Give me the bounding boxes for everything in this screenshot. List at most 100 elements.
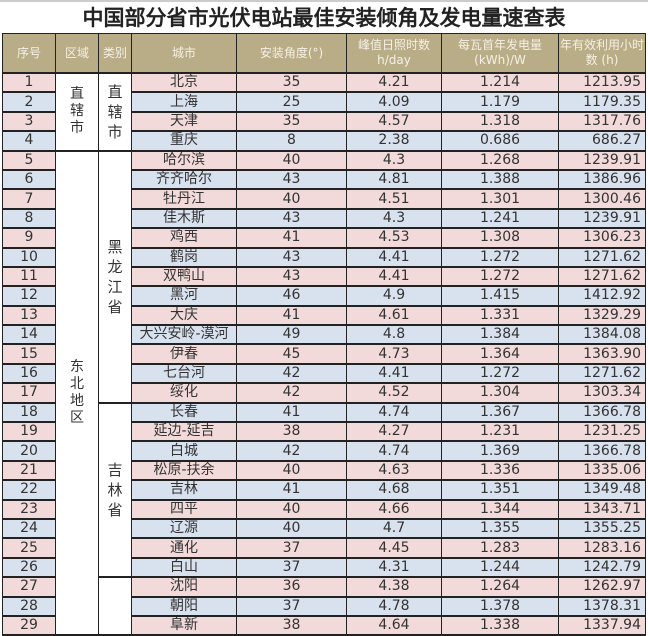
cell-angle: 42 (236, 382, 347, 404)
table-row: 20 白城 42 4.74 1.369 1366.78 (2, 440, 646, 462)
cell-peak-hours: 4.57 (346, 111, 442, 133)
cell-angle: 25 (236, 91, 347, 113)
cell-city: 伊春 (131, 343, 237, 365)
cell-no: 13 (2, 305, 56, 327)
cell-no: 21 (2, 460, 56, 482)
cell-no: 7 (2, 188, 56, 210)
cell-annual-hours: 1262.97 (558, 576, 646, 598)
cell-angle: 38 (236, 615, 347, 636)
table-row: 11 双鸭山 43 4.41 1.272 1271.62 (2, 266, 646, 288)
cell-peak-hours: 4.45 (346, 537, 442, 559)
cell-angle: 40 (236, 188, 347, 210)
cell-peak-hours: 4.3 (346, 150, 442, 171)
cell-kwh-per-watt: 1.231 (441, 421, 559, 443)
cell-annual-hours: 1378.31 (558, 596, 646, 617)
cell-kwh-per-watt: 1.351 (441, 479, 559, 501)
cell-annual-hours: 1384.08 (558, 324, 646, 346)
cell-annual-hours: 1239.91 (558, 150, 646, 171)
cell-city: 延边-延吉 (131, 421, 237, 443)
cell-angle: 46 (236, 285, 347, 307)
cell-angle: 37 (236, 557, 347, 579)
category-cell: 黑龙江省 (98, 150, 132, 404)
cell-peak-hours: 4.51 (346, 188, 442, 210)
cell-annual-hours: 1363.90 (558, 343, 646, 365)
header-category: 类别 (98, 33, 132, 74)
cell-angle: 43 (236, 266, 347, 288)
cell-annual-hours: 1343.71 (558, 499, 646, 521)
cell-annual-hours: 1412.92 (558, 285, 646, 307)
table-row: 19 延边-延吉 38 4.27 1.231 1231.25 (2, 421, 646, 443)
cell-peak-hours: 4.53 (346, 227, 442, 249)
cell-annual-hours: 1242.79 (558, 557, 646, 579)
cell-kwh-per-watt: 1.318 (441, 111, 559, 133)
cell-no: 19 (2, 421, 56, 443)
cell-city: 佳木斯 (131, 208, 237, 230)
cell-no: 16 (2, 363, 56, 385)
table-row: 16 七台河 42 4.41 1.272 1271.62 (2, 363, 646, 385)
cell-angle: 41 (236, 227, 347, 249)
table-row: 13 大庆 41 4.61 1.331 1329.29 (2, 305, 646, 327)
cell-annual-hours: 1303.34 (558, 382, 646, 404)
cell-city: 白山 (131, 557, 237, 579)
cell-peak-hours: 4.41 (346, 363, 442, 385)
cell-no: 22 (2, 479, 56, 501)
cell-kwh-per-watt: 0.686 (441, 130, 559, 152)
cell-no: 20 (2, 440, 56, 462)
cell-annual-hours: 1300.46 (558, 188, 646, 210)
cell-peak-hours: 2.38 (346, 130, 442, 152)
table-row: 26 白山 37 4.31 1.244 1242.79 (2, 557, 646, 579)
cell-peak-hours: 4.38 (346, 576, 442, 598)
cell-city: 鹤岗 (131, 247, 237, 268)
cell-angle: 43 (236, 247, 347, 268)
cell-annual-hours: 1271.62 (558, 363, 646, 385)
cell-kwh-per-watt: 1.272 (441, 247, 559, 268)
cell-kwh-per-watt: 1.364 (441, 343, 559, 365)
cell-city: 黑河 (131, 285, 237, 307)
header-no: 序号 (2, 33, 56, 74)
cell-kwh-per-watt: 1.384 (441, 324, 559, 346)
cell-angle: 41 (236, 305, 347, 327)
cell-city: 双鸭山 (131, 266, 237, 288)
cell-no: 6 (2, 169, 56, 191)
cell-city: 七台河 (131, 363, 237, 385)
cell-angle: 35 (236, 111, 347, 133)
header-annual-hours: 年有效利用小时数 (h) (558, 33, 646, 74)
cell-peak-hours: 4.63 (346, 460, 442, 482)
cell-city: 上海 (131, 91, 237, 113)
cell-angle: 8 (236, 130, 347, 152)
cell-peak-hours: 4.73 (346, 343, 442, 365)
header-angle: 安装角度(°) (236, 33, 347, 74)
cell-peak-hours: 4.7 (346, 518, 442, 540)
cell-peak-hours: 4.21 (346, 72, 442, 94)
cell-kwh-per-watt: 1.336 (441, 460, 559, 482)
cell-angle: 40 (236, 518, 347, 540)
cell-peak-hours: 4.41 (346, 266, 442, 288)
header-kwh-per-watt: 每瓦首年发电量 (kWh)/W (441, 33, 559, 74)
cell-kwh-per-watt: 1.268 (441, 150, 559, 171)
table-row: 22 吉林 41 4.68 1.351 1349.48 (2, 479, 646, 501)
cell-annual-hours: 1329.29 (558, 305, 646, 327)
cell-angle: 43 (236, 169, 347, 191)
category-label: 吉林省 (107, 460, 123, 519)
cell-peak-hours: 4.8 (346, 324, 442, 346)
cell-peak-hours: 4.9 (346, 285, 442, 307)
cell-angle: 40 (236, 460, 347, 482)
cell-kwh-per-watt: 1.214 (441, 72, 559, 94)
cell-annual-hours: 1337.94 (558, 615, 646, 636)
cell-peak-hours: 4.74 (346, 440, 442, 462)
cell-no: 8 (2, 208, 56, 230)
cell-peak-hours: 4.64 (346, 615, 442, 636)
table-row: 25 通化 37 4.45 1.283 1283.16 (2, 537, 646, 559)
cell-kwh-per-watt: 1.179 (441, 91, 559, 113)
cell-kwh-per-watt: 1.344 (441, 499, 559, 521)
cell-no: 27 (2, 576, 56, 598)
cell-peak-hours: 4.27 (346, 421, 442, 443)
cell-angle: 38 (236, 421, 347, 443)
cell-annual-hours: 1366.78 (558, 402, 646, 424)
cell-city: 哈尔滨 (131, 150, 237, 171)
cell-no: 11 (2, 266, 56, 288)
cell-kwh-per-watt: 1.388 (441, 169, 559, 191)
cell-angle: 35 (236, 72, 347, 94)
cell-city: 白城 (131, 440, 237, 462)
cell-angle: 42 (236, 440, 347, 462)
